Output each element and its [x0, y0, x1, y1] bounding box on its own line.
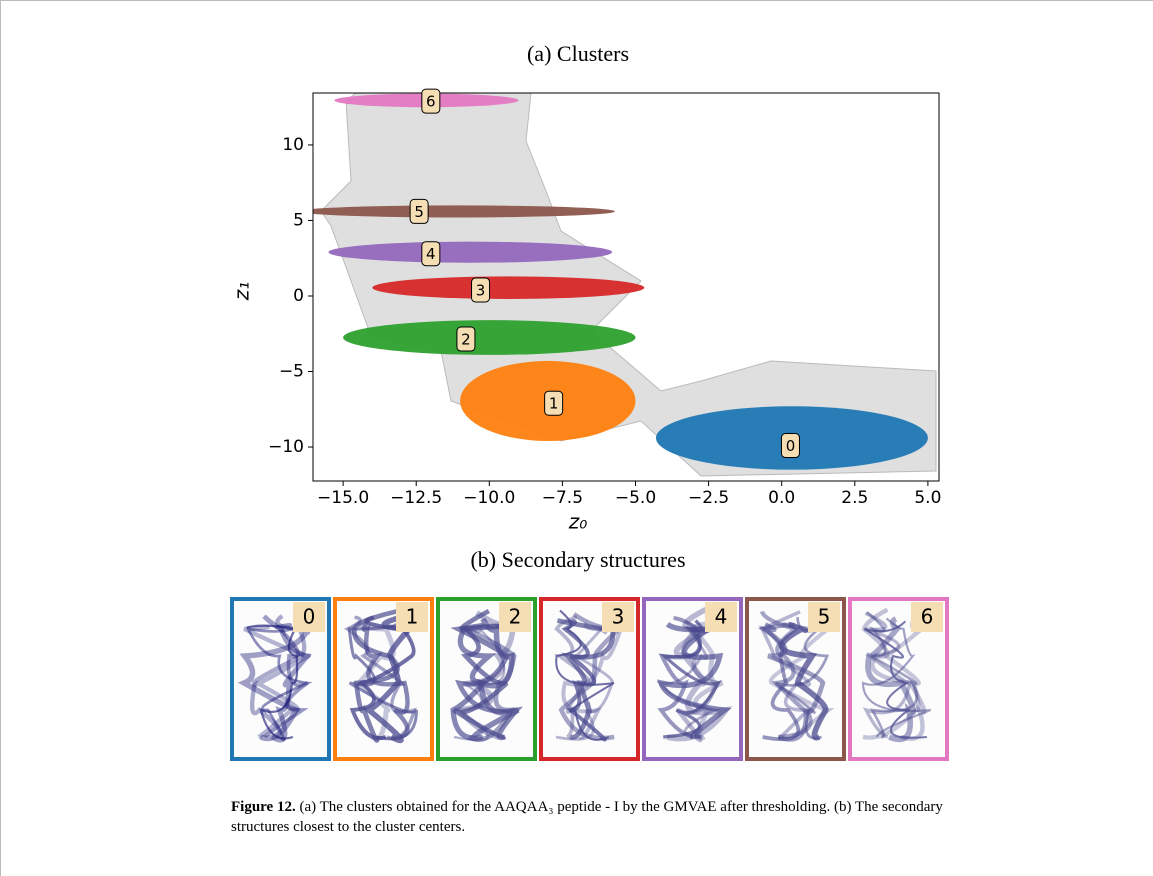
cluster-label: 3 [476, 281, 486, 299]
cluster-label: 5 [414, 203, 424, 221]
cluster-label: 6 [426, 93, 436, 111]
panel-label: 3 [612, 605, 625, 629]
cluster [328, 242, 612, 263]
y-tick-label: −10 [268, 437, 304, 457]
chart-title: (a) Clusters [527, 41, 629, 66]
panel-label: 6 [921, 605, 934, 629]
cluster [299, 205, 615, 217]
y-tick-label: 5 [293, 210, 304, 230]
cluster [343, 320, 635, 355]
panels-title: (b) Secondary structures [470, 547, 685, 572]
figure: (a) Clusters z₀ z₁ (b) Secondary structu… [1, 1, 1153, 791]
y-tick-label: 10 [282, 135, 304, 155]
cluster-label: 0 [786, 437, 796, 455]
cluster-label: 4 [426, 245, 436, 263]
x-tick-label: −10.0 [463, 488, 515, 508]
cluster-label: 2 [461, 331, 471, 349]
x-axis-label: z₀ [568, 510, 588, 534]
x-tick-label: −5.0 [615, 488, 656, 508]
panel-label: 1 [406, 605, 419, 629]
x-tick-label: −2.5 [688, 488, 729, 508]
y-tick-label: −5 [279, 362, 304, 382]
x-tick-label: −7.5 [542, 488, 583, 508]
caption: Figure 12. (a) The clusters obtained for… [231, 797, 991, 837]
x-tick-label: −12.5 [390, 488, 442, 508]
cluster-label: 1 [549, 395, 559, 413]
caption-label: Figure 12. [231, 799, 296, 815]
x-tick-label: 5.0 [914, 488, 941, 508]
panel-label: 5 [818, 605, 831, 629]
panel-label: 0 [303, 605, 316, 629]
y-axis-label: z₁ [230, 282, 254, 302]
caption-text: (a) The clusters obtained for the AAQAA₃… [231, 799, 943, 835]
panel-label: 2 [509, 605, 522, 629]
y-tick-label: 0 [293, 286, 304, 306]
x-tick-label: −15.0 [317, 488, 369, 508]
panel-label: 4 [715, 605, 728, 629]
x-tick-label: 2.5 [841, 488, 868, 508]
page: (a) Clusters z₀ z₁ (b) Secondary structu… [0, 0, 1153, 876]
x-tick-label: 0.0 [768, 488, 795, 508]
cluster [372, 276, 644, 299]
